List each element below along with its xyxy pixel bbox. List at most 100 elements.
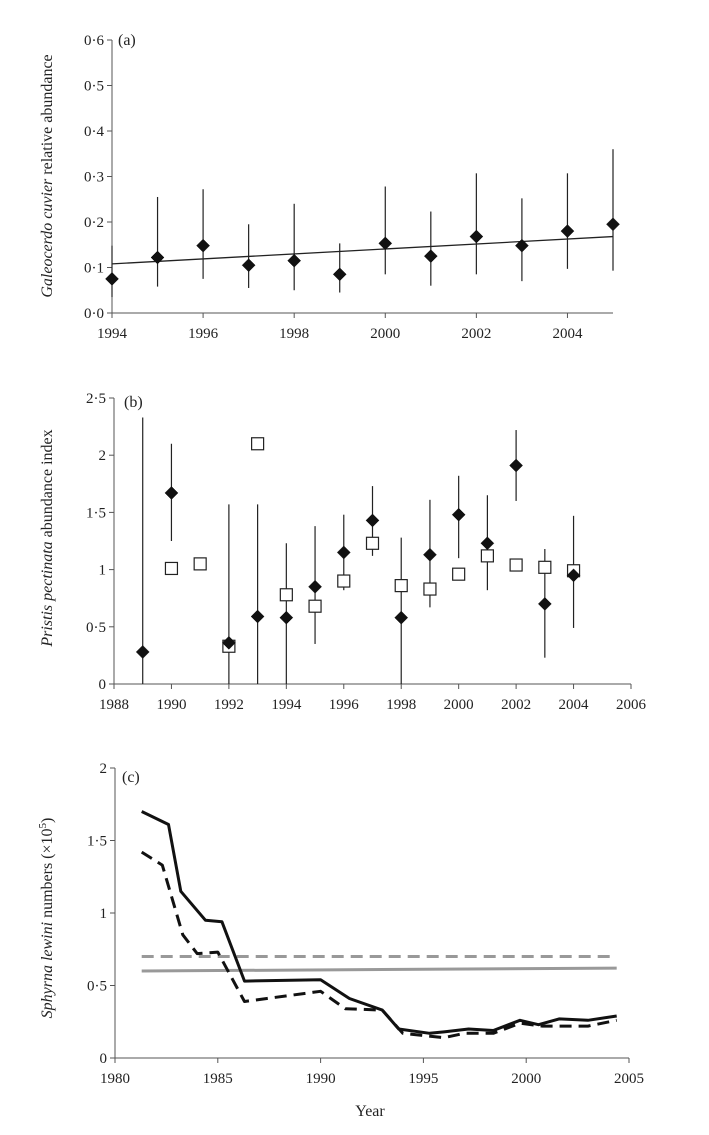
panel-b-square-point (164, 561, 179, 576)
panel-b-ytick-label: 1 (99, 563, 107, 579)
panel-a-ylabel-rest: relative abundance (39, 54, 56, 178)
panel-b-xtick-label: 2004 (559, 697, 590, 713)
panel-b-square-point (337, 574, 351, 588)
panel-c-xtick-label: 2000 (511, 1071, 541, 1087)
panel-b-xtick-label: 1998 (386, 697, 416, 713)
panel-c: (c) Sphyrna lewini numbers (×105) Year 0… (37, 761, 644, 1120)
panel-a-ytick-label: 0·2 (84, 215, 104, 231)
panel-a-point (423, 249, 438, 263)
panel-a-xtick-label: 1998 (279, 326, 309, 342)
panel-b-diamond-point (164, 486, 179, 500)
panel-c-ylabel-close: ) (39, 818, 56, 823)
panel-b-square-point (308, 599, 322, 613)
panel-b-diamond-point (566, 568, 581, 583)
panel-b-xtick-label: 2000 (444, 697, 474, 713)
panel-c-ytick-label: 2 (100, 761, 108, 777)
panel-c-xtick-label: 1985 (203, 1071, 233, 1087)
panel-b-diamond-point (135, 645, 150, 659)
panel-a-xtick-label: 2000 (370, 326, 400, 342)
panel-a-point (378, 236, 393, 251)
panel-b-square-point (193, 557, 207, 571)
panel-b-square-point (538, 560, 552, 574)
panel-a-point (515, 238, 529, 253)
panel-b-ytick-label: 0 (99, 677, 107, 693)
panel-b-xtick-label: 1994 (271, 697, 302, 713)
panel-a-trendline (111, 235, 614, 265)
panel-a-ytick-label: 0·0 (84, 306, 104, 322)
panel-b-xtick-label: 1990 (156, 697, 186, 713)
panel-b-ylabel-species: Pristis pectinata (39, 541, 56, 647)
panel-b-square-point (279, 588, 293, 602)
panel-b-square-point (509, 558, 523, 572)
panel-c-line-2 (140, 850, 617, 1040)
panel-c-ylabel-rest: numbers (×10 (39, 828, 56, 921)
panel-b-xtick-label: 1988 (99, 697, 129, 713)
panel-b-diamond-point (308, 579, 322, 594)
panel-b-ytick-label: 1·5 (86, 505, 106, 521)
panel-c-xtick-label: 2005 (614, 1071, 644, 1087)
panel-b-diamond-point (365, 513, 380, 528)
panel-a-xtick-label: 2002 (461, 326, 491, 342)
panel-a-ytick-label: 0·4 (84, 124, 104, 140)
panel-b-xtick-label: 2002 (501, 697, 531, 713)
panel-c-ytick-label: 0·5 (87, 979, 107, 995)
panel-c-xlabel: Year (355, 1103, 385, 1120)
panel-b-ytick-label: 2 (99, 448, 107, 464)
panel-b-square-point (251, 437, 265, 451)
panel-b-xtick-label: 2006 (616, 697, 647, 713)
panel-c-xtick-label: 1980 (100, 1071, 130, 1087)
panel-b-diamond-point (509, 458, 523, 473)
panel-b-xtick-label: 1992 (214, 697, 244, 713)
panel-a-ytick-label: 0·6 (84, 33, 104, 49)
panel-b-square-point (423, 582, 437, 596)
panel-a-xtick-label: 1996 (188, 326, 219, 342)
panel-a-ytick-label: 0·5 (84, 79, 104, 95)
panel-a-point (287, 253, 302, 268)
panel-b-diamond-point (250, 609, 265, 624)
panel-c-ylabel: Sphyrna lewini numbers (×105) (37, 818, 56, 1019)
panel-b-square-point (365, 536, 380, 550)
panel-c-ytick-label: 1 (100, 906, 108, 922)
panel-a-label: (a) (118, 32, 136, 49)
panel-b-diamond-point (480, 536, 495, 551)
panel-b-diamond-point (279, 610, 294, 625)
panel-b-diamond-point (336, 545, 351, 560)
panel-c-line-1 (141, 810, 617, 1035)
panel-c-xtick-label: 1990 (306, 1071, 336, 1087)
panel-a-ytick-label: 0·1 (84, 261, 104, 277)
panel-b-square-point (452, 567, 466, 581)
panel-c-label: (c) (122, 769, 140, 786)
panel-a-ytick-label: 0·3 (84, 170, 104, 186)
panel-a-point (105, 272, 119, 286)
panel-b-ytick-label: 0·5 (86, 620, 106, 636)
panel-c-xtick-label: 1995 (408, 1071, 438, 1087)
panel-a-point (606, 217, 620, 232)
panel-c-ytick-label: 0 (100, 1051, 108, 1067)
panel-b-diamond-point (222, 635, 236, 650)
panel-b-diamond-point (537, 597, 552, 611)
panel-b-xtick-label: 1996 (329, 697, 360, 713)
panel-a-xtick-label: 1994 (97, 326, 128, 342)
panel-b-label: (b) (124, 394, 143, 411)
panel-a-point (332, 267, 347, 282)
panel-b-square-point (480, 549, 494, 563)
panel-a-point (241, 258, 256, 273)
panel-a: (a) Galeocerdo cuvier relative abundance… (39, 32, 620, 342)
panel-a-ylabel-species: Galeocerdo cuvier (39, 178, 56, 298)
panel-c-ylabel-species: Sphyrna lewini (39, 922, 56, 1018)
panel-a-point (560, 224, 575, 238)
panel-b-ylabel-rest: abundance index (39, 429, 56, 541)
panel-a-xtick-label: 2004 (552, 326, 583, 342)
panel-c-ylabel-sup: 5 (37, 822, 49, 828)
panel-a-point (150, 250, 165, 265)
panel-b-square-point (394, 579, 408, 593)
panel-a-ylabel: Galeocerdo cuvier relative abundance (39, 54, 56, 297)
panel-a-point (469, 229, 484, 244)
panel-b-diamond-point (423, 547, 437, 562)
panel-c-line-4 (141, 966, 617, 973)
panel-b-ylabel: Pristis pectinata abundance index (39, 429, 56, 647)
panel-c-ytick-label: 1·5 (87, 834, 107, 850)
panel-a-point (196, 238, 210, 253)
panel-b-diamond-point (394, 610, 409, 625)
